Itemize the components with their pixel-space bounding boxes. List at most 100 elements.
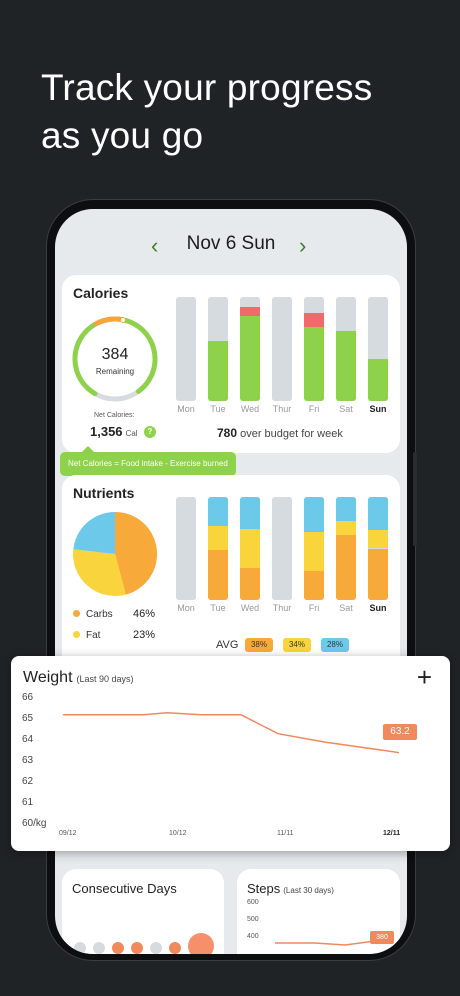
nutrient-segment xyxy=(368,529,388,549)
net-calories-label: Net Calories: xyxy=(94,412,135,419)
nutrient-segment xyxy=(368,497,388,530)
consecutive-days-card[interactable]: Consecutive Days xyxy=(62,869,224,954)
steps-y-tick: 500 xyxy=(247,916,259,923)
weight-y-tick: 60/kg xyxy=(22,818,47,829)
calories-day-bar[interactable] xyxy=(336,297,356,401)
weight-last-badge: 63.2 xyxy=(383,723,417,740)
legend-dot xyxy=(73,631,80,638)
nutrients-day-bar[interactable] xyxy=(304,497,324,600)
remaining-value: 384 xyxy=(101,346,129,363)
add-weight-icon[interactable]: + xyxy=(416,662,432,692)
chevron-right-icon[interactable]: › xyxy=(299,233,307,258)
weight-card[interactable]: Weight (Last 90 days) + 66 65 64 63 62 61 60/kg… xyxy=(11,656,450,851)
weight-title: Weight (Last 90 days) xyxy=(23,669,134,687)
day-label: Sat xyxy=(339,603,353,613)
nutrient-segment xyxy=(272,497,292,600)
streak-dot xyxy=(112,942,124,954)
bar-intake-segment xyxy=(240,315,260,401)
nutrient-segment xyxy=(304,571,324,600)
legend-name: Carbs xyxy=(86,609,113,620)
day-label: Fri xyxy=(308,603,320,613)
streak-dot xyxy=(150,942,162,954)
day-label: Sat xyxy=(339,404,353,414)
nutrients-day-bar[interactable] xyxy=(208,497,228,600)
nutrient-segment xyxy=(240,497,260,529)
nutrient-segment xyxy=(240,568,260,600)
weight-x-tick: 10/12 xyxy=(169,830,187,837)
weight-y-tick: 62 xyxy=(22,776,34,787)
nutrients-pie xyxy=(73,511,158,597)
bar-empty-segment xyxy=(336,297,356,334)
bar-over-segment xyxy=(240,307,260,316)
nutrient-segment xyxy=(336,535,356,600)
weight-y-tick: 64 xyxy=(22,734,34,745)
nutrient-segment xyxy=(304,497,324,533)
bar-empty-segment xyxy=(272,297,292,401)
calories-card[interactable]: Calories 384 Remaining Net Calories: 1,3… xyxy=(62,275,400,453)
headline-line-1: Track your progress xyxy=(41,67,373,108)
day-label: Fri xyxy=(308,404,320,414)
weight-subtitle: (Last 90 days) xyxy=(76,674,134,684)
calories-day-bar[interactable] xyxy=(208,297,228,401)
weight-chart xyxy=(63,711,400,754)
consecutive-days-title: Consecutive Days xyxy=(72,881,177,896)
nutrients-day-bar[interactable] xyxy=(272,497,292,600)
nutrients-day-bar[interactable] xyxy=(176,497,196,600)
steps-last-badge: 380 xyxy=(370,931,394,944)
streak-dot xyxy=(131,942,143,954)
streak-dot xyxy=(93,942,105,954)
over-budget-value: 780 xyxy=(217,426,238,440)
calories-day-bar[interactable] xyxy=(240,297,260,401)
nutrient-segment xyxy=(304,532,324,572)
weight-x-tick: 11/11 xyxy=(277,830,294,837)
nutrient-segment xyxy=(368,548,388,600)
calories-day-bar[interactable] xyxy=(272,297,292,401)
bar-empty-segment xyxy=(176,297,196,401)
calories-title: Calories xyxy=(73,285,129,301)
day-label: Wed xyxy=(240,603,260,613)
streak-dot xyxy=(74,942,86,954)
day-label: Tue xyxy=(210,404,226,414)
avg-badge: 28% xyxy=(321,638,349,652)
phone-side-button xyxy=(413,452,417,546)
nutrients-day-bar[interactable] xyxy=(336,497,356,600)
remaining-label: Remaining xyxy=(95,367,135,376)
day-label: Wed xyxy=(240,404,260,414)
weight-series-line xyxy=(63,711,400,754)
nutrient-segment xyxy=(240,528,260,569)
headline-line-2: as you go xyxy=(41,115,204,156)
net-calories-unit: Cal xyxy=(125,429,138,438)
over-budget-note: 780 over budget for week xyxy=(217,426,343,440)
bar-intake-segment xyxy=(336,331,356,401)
headline: Track your progress as you go xyxy=(41,64,372,160)
weight-x-tick: 12/11 xyxy=(383,830,401,837)
avg-badge: 38% xyxy=(245,638,273,652)
day-label: Mon xyxy=(177,603,195,613)
ring-center: 384 Remaining xyxy=(71,315,159,403)
calories-day-bar[interactable] xyxy=(304,297,324,401)
calories-day-bar[interactable] xyxy=(176,297,196,401)
nutrient-segment xyxy=(336,520,356,536)
nutrients-card[interactable]: Nutrients Carbs 46% Fat 23% Mon Tue Wed Thur Fr… xyxy=(62,475,400,715)
nutrients-day-bar[interactable] xyxy=(240,497,260,600)
legend-item: Fat xyxy=(73,630,100,641)
nutrient-segment xyxy=(208,525,228,550)
nutrients-day-bar[interactable] xyxy=(368,497,388,600)
weight-y-tick: 61 xyxy=(22,797,34,808)
nutrients-title: Nutrients xyxy=(73,485,135,501)
nutrient-segment xyxy=(208,549,228,600)
weight-x-tick: 09/12 xyxy=(59,830,77,837)
day-label: Thur xyxy=(272,603,292,613)
help-icon[interactable]: ? xyxy=(144,426,156,438)
chevron-left-icon[interactable]: ‹ xyxy=(151,233,159,258)
phone-screen: ‹ Nov 6 Sun › Calories 384 Remaining Net… xyxy=(55,209,407,954)
weight-title-text: Weight xyxy=(23,669,73,686)
steps-card[interactable]: Steps (Last 30 days) 600 500 400 380 xyxy=(237,869,400,954)
calories-day-bar[interactable] xyxy=(368,297,388,401)
legend-dot xyxy=(73,610,80,617)
day-label: Sun xyxy=(369,404,387,414)
day-label: Mon xyxy=(177,404,195,414)
legend-percent: 23% xyxy=(133,629,156,641)
legend-item: Carbs xyxy=(73,609,113,620)
bar-over-segment xyxy=(304,312,324,328)
